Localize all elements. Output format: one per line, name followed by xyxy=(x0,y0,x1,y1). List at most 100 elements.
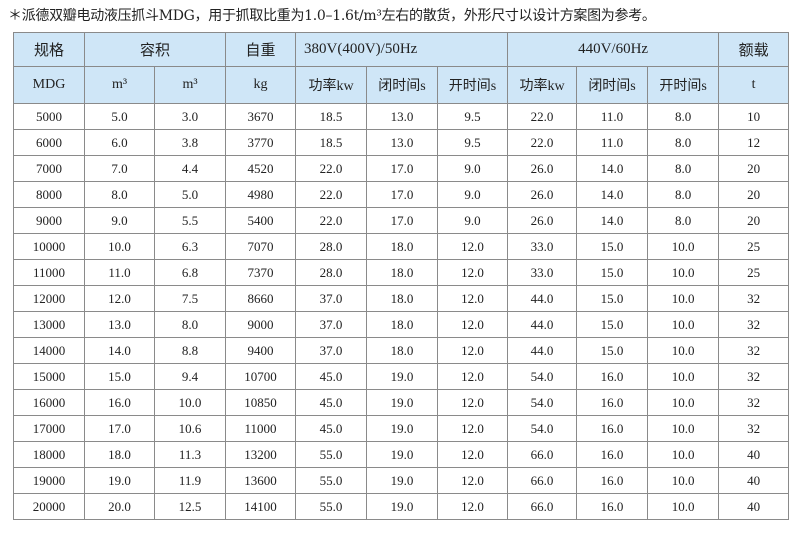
table-cell: 32 xyxy=(718,285,790,312)
table-cell: 11.0 xyxy=(84,259,155,286)
table-cell: 10.0 xyxy=(647,467,720,494)
table-cell: 15.0 xyxy=(576,311,649,338)
table-cell: 7.0 xyxy=(84,155,155,182)
table-cell: 12.0 xyxy=(84,285,155,312)
table-cell: 15.0 xyxy=(576,285,649,312)
table-row: 7000 7.0 4.4 4520 22.0 17.0 9.0 26.0 14.0 8.0 20 xyxy=(13,155,790,182)
table-cell: 9.5 xyxy=(437,103,509,130)
table-cell: 19.0 xyxy=(84,467,155,494)
table-cell: 25 xyxy=(718,259,790,286)
table-cell: 12.0 xyxy=(437,363,509,390)
table-cell: 22.0 xyxy=(295,207,368,234)
table-cell: 26.0 xyxy=(507,207,578,234)
table-cell: 8660 xyxy=(225,285,297,312)
table-cell: 45.0 xyxy=(295,363,368,390)
table-row: 17000 17.0 10.6 11000 45.0 19.0 12.0 54.0 16.0 10… xyxy=(13,415,790,442)
table-cell: 28.0 xyxy=(295,233,368,260)
header-row-2: MDG m³ m³ kg 功率kw 闭时间s 开时间s 功率kw 闭时间s 开时间s t xyxy=(13,66,790,104)
table-cell: 7.5 xyxy=(153,285,227,312)
table-cell: 15.0 xyxy=(576,259,649,286)
table-row: 15000 15.0 9.4 10700 45.0 19.0 12.0 54.0 16.0 10.… xyxy=(13,363,790,390)
table-cell: 18.5 xyxy=(295,103,368,130)
table-cell: 22.0 xyxy=(507,103,578,130)
table-cell: 9.0 xyxy=(437,207,509,234)
table-cell: 18.0 xyxy=(366,285,439,312)
table-cell: 28.0 xyxy=(295,259,368,286)
table-cell: 4.4 xyxy=(153,155,227,182)
table-cell: 7000 xyxy=(13,155,85,182)
table-cell: 17.0 xyxy=(366,181,439,208)
table-cell: 12.5 xyxy=(153,493,227,520)
table-cell: 22.0 xyxy=(295,181,368,208)
table-cell: 11.9 xyxy=(153,467,227,494)
table-cell: 10.0 xyxy=(647,363,720,390)
table-cell: 10 xyxy=(718,103,790,130)
table-cell: 6.3 xyxy=(153,233,227,260)
table-cell: 12.0 xyxy=(437,493,509,520)
table-cell: 16.0 xyxy=(84,389,155,416)
table-cell: 45.0 xyxy=(295,415,368,442)
page-title: ＊派德双瓣电动液压抓斗MDG，用于抓取比重为1.0–1.6t/m³左右的散货，外… xyxy=(8,8,656,24)
table-cell: 13.0 xyxy=(84,311,155,338)
table-cell: 54.0 xyxy=(507,415,578,442)
table-row: 5000 5.0 3.0 3670 18.5 13.0 9.5 22.0 11.0 8.0 10 xyxy=(13,103,790,130)
table-cell: 10.6 xyxy=(153,415,227,442)
table-cell: 3.0 xyxy=(153,103,227,130)
table-cell: 10.0 xyxy=(647,259,720,286)
table-cell: 17.0 xyxy=(84,415,155,442)
table-cell: 18.5 xyxy=(295,129,368,156)
table-cell: 9.0 xyxy=(84,207,155,234)
header-cell: 380V(400V)/50Hz xyxy=(295,32,509,67)
table-cell: 18.0 xyxy=(366,337,439,364)
table-cell: 8.0 xyxy=(647,103,720,130)
table-cell: 26.0 xyxy=(507,181,578,208)
table-cell: 32 xyxy=(718,415,790,442)
table-cell: 12000 xyxy=(13,285,85,312)
table-cell: 10.0 xyxy=(153,389,227,416)
header-cell: m³ xyxy=(153,66,227,104)
table-cell: 3770 xyxy=(225,129,297,156)
table-cell: 9000 xyxy=(225,311,297,338)
table-cell: 44.0 xyxy=(507,311,578,338)
table-cell: 32 xyxy=(718,389,790,416)
table-cell: 33.0 xyxy=(507,233,578,260)
table-cell: 13.0 xyxy=(366,129,439,156)
table-cell: 10.0 xyxy=(84,233,155,260)
table-cell: 11000 xyxy=(13,259,85,286)
table-cell: 17.0 xyxy=(366,207,439,234)
table-cell: 10700 xyxy=(225,363,297,390)
table-cell: 18.0 xyxy=(366,311,439,338)
table-cell: 10.0 xyxy=(647,337,720,364)
table-cell: 44.0 xyxy=(507,285,578,312)
table-row: 16000 16.0 10.0 10850 45.0 19.0 12.0 54.0 16.0 10… xyxy=(13,389,790,416)
table-cell: 25 xyxy=(718,233,790,260)
table-cell: 19000 xyxy=(13,467,85,494)
table-cell: 19.0 xyxy=(366,363,439,390)
table-cell: 10000 xyxy=(13,233,85,260)
header-cell: 自重 xyxy=(225,32,297,67)
table-cell: 14000 xyxy=(13,337,85,364)
table-cell: 12.0 xyxy=(437,259,509,286)
table-cell: 10.0 xyxy=(647,311,720,338)
header-row-1: 规格 容积 自重 380V(400V)/50Hz 440V/60Hz 额载 xyxy=(13,32,790,67)
header-cell: 闭时间s xyxy=(576,66,649,104)
header-cell: m³ xyxy=(84,66,155,104)
header-cell: kg xyxy=(225,66,297,104)
table-cell: 8.0 xyxy=(153,311,227,338)
table-cell: 19.0 xyxy=(366,441,439,468)
table-cell: 12.0 xyxy=(437,467,509,494)
table-cell: 15000 xyxy=(13,363,85,390)
table-cell: 26.0 xyxy=(507,155,578,182)
table-cell: 8.8 xyxy=(153,337,227,364)
table-cell: 19.0 xyxy=(366,389,439,416)
table-cell: 15.0 xyxy=(84,363,155,390)
table-row: 9000 9.0 5.5 5400 22.0 17.0 9.0 26.0 14.0 8.0 20 xyxy=(13,207,790,234)
table-cell: 20000 xyxy=(13,493,85,520)
table-cell: 17.0 xyxy=(366,155,439,182)
table-cell: 17000 xyxy=(13,415,85,442)
table-cell: 18000 xyxy=(13,441,85,468)
table-row: 19000 19.0 11.9 13600 55.0 19.0 12.0 66.0 16.0 10… xyxy=(13,467,790,494)
table-cell: 8.0 xyxy=(84,181,155,208)
table-row: 12000 12.0 7.5 8660 37.0 18.0 12.0 44.0 15.0 10.0… xyxy=(13,285,790,312)
table-cell: 16.0 xyxy=(576,493,649,520)
